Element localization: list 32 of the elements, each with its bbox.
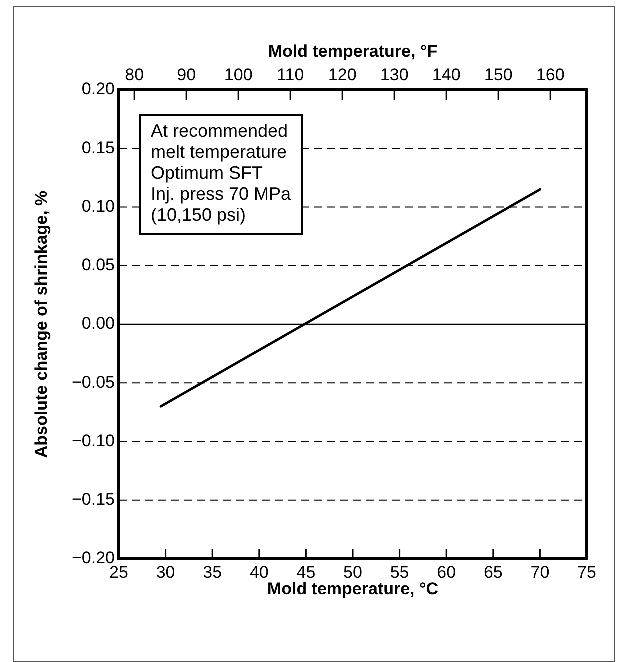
- annotation: At recommended melt temperature Optimum SFT Inj. press 70 MPa (10,150 psi): [151, 120, 292, 225]
- x-tick-label: 55: [390, 562, 410, 582]
- x-tick-label: 45: [296, 562, 316, 582]
- x-tick-label: 70: [530, 562, 550, 582]
- x-axis-title: Mold temperature, °C: [267, 579, 439, 598]
- x2-tick-label: 100: [224, 65, 253, 84]
- y-tick-label: −0.10: [72, 431, 115, 450]
- y-tick-label: 0.20: [82, 80, 115, 99]
- y-tick-label: 0.00: [82, 314, 115, 334]
- y-tick-label: 0.15: [82, 138, 115, 158]
- y-axis-title: Absolute change of shrinkage, %: [32, 190, 51, 458]
- y-tick-label: −0.05: [72, 372, 115, 392]
- x2-tick-label: 90: [177, 65, 196, 84]
- x2-tick-label: 120: [328, 65, 357, 84]
- x-tick-label: 30: [156, 562, 176, 582]
- x2-tick-label: 140: [432, 65, 461, 84]
- x-tick-label: 25: [110, 562, 128, 582]
- x2-tick-label: 130: [380, 65, 409, 84]
- x-tick-label: 60: [437, 562, 456, 582]
- x-tick-label: 65: [484, 562, 503, 582]
- x-tick-label: 75: [578, 562, 596, 582]
- y-tick-label: 0.10: [82, 196, 115, 216]
- x-tick-label: 50: [344, 562, 362, 582]
- x-tick-label: 35: [203, 562, 222, 582]
- x2-tick-label: 160: [536, 65, 565, 84]
- x2-axis-title: Mold temperature, °F: [268, 42, 438, 61]
- y-tick-label: 0.05: [82, 256, 115, 275]
- x2-tick-label: 80: [125, 65, 144, 84]
- x2-tick-label: 110: [277, 65, 304, 84]
- x2-tick-label: 150: [484, 65, 513, 84]
- x-tick-label: 40: [250, 562, 269, 582]
- y-tick-label: −0.15: [72, 490, 115, 510]
